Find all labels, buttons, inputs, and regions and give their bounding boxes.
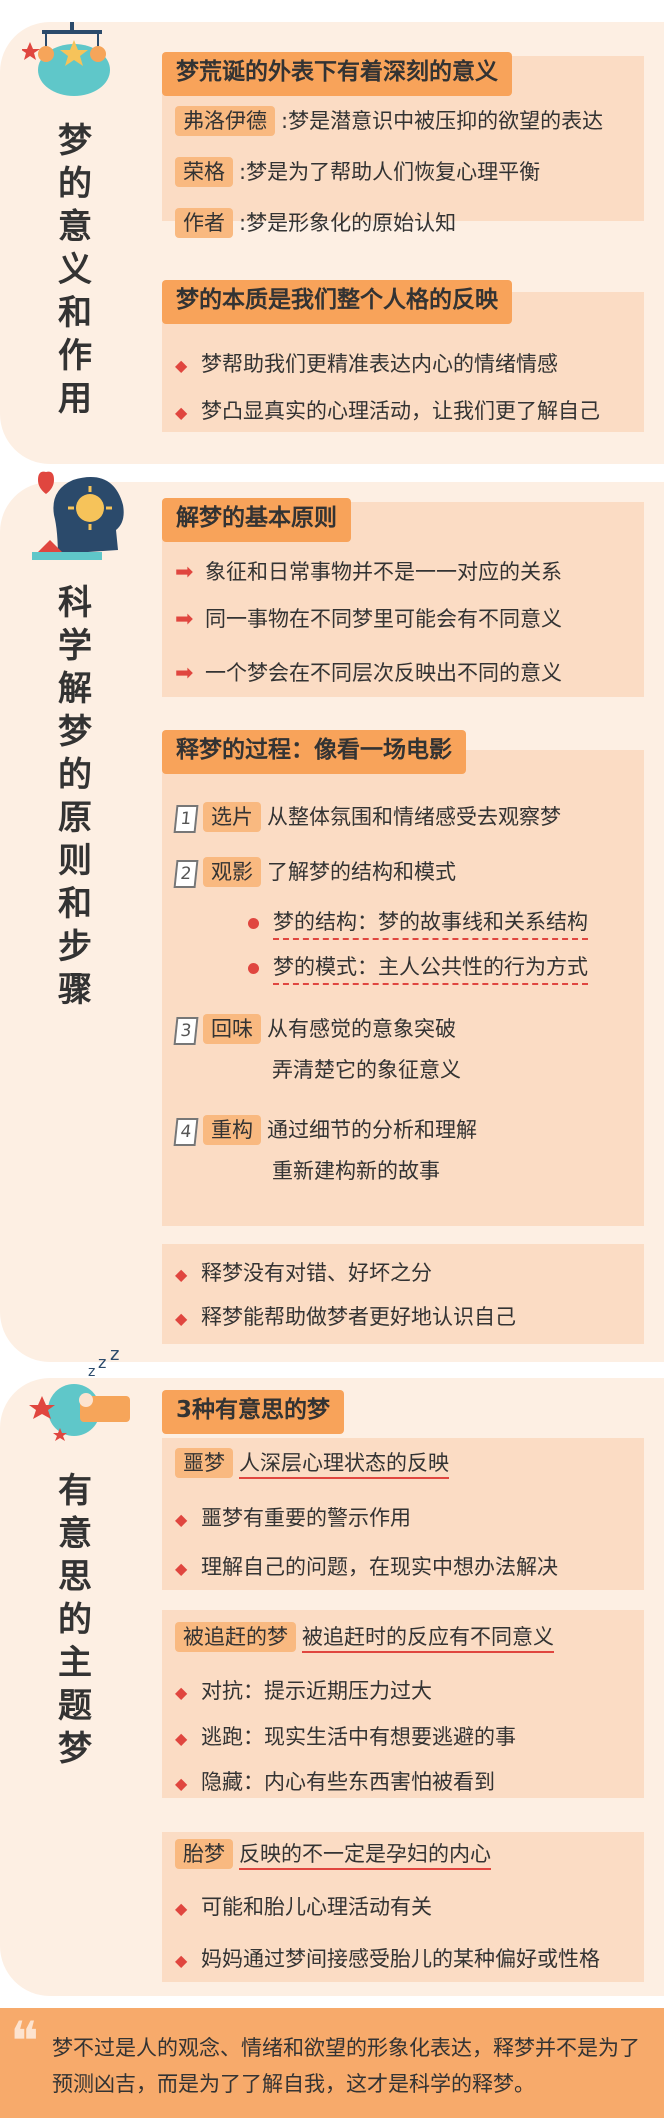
svg-text:z: z (98, 1353, 106, 1372)
interpretation-item: ◆ 释梦能帮助做梦者更好地认识自己 (175, 1302, 516, 1334)
prenatal-item: ◆ 可能和胎儿心理活动有关 (175, 1892, 432, 1924)
prenatal-panel (162, 1832, 644, 1982)
conclusion-text: 梦不过是人的观念、情绪和欲望的形象化表达，释梦并不是为了预测凶吉，而是为了了解自… (52, 2036, 640, 2096)
principles-heading-1: 解梦的基本原则 (162, 498, 351, 542)
chase-title: 被追赶的梦 被追赶时的反应有不同意义 (175, 1622, 554, 1653)
process-step-4-line-2: 重新建构新的故事 (272, 1159, 440, 1183)
diamond-icon: ◆ (175, 1683, 188, 1702)
diamond-icon: ◆ (175, 1265, 188, 1284)
process-step-2: 2 观影 了解梦的结构和模式 (173, 857, 456, 888)
chase-item: ◆ 隐藏：内心有些东西害怕被看到 (175, 1767, 495, 1799)
section-principles: 科学解梦的原则和步骤 解梦的基本原则 ➡ 象征和日常事物并不是一一对应的关系 ➡ 同… (0, 471, 664, 1362)
svg-text:z: z (88, 1364, 95, 1380)
principle-item: ➡ 同一事物在不同梦里可能会有不同意义 (175, 604, 562, 635)
nightmare-panel (162, 1438, 644, 1590)
bullet-dot-icon (248, 962, 259, 974)
number-4-icon: 4 (173, 1118, 199, 1146)
diamond-icon: ◆ (175, 1774, 188, 1793)
principles-panel-3 (162, 1244, 644, 1344)
diamond-icon: ◆ (175, 1899, 188, 1918)
meaning-heading-2: 梦的本质是我们整个人格的反映 (162, 280, 512, 324)
process-sub-structure: 梦的结构：梦的故事线和关系结构 (248, 907, 588, 940)
mobile-toy-icon (22, 22, 110, 96)
interpretation-item: ◆ 释梦没有对错、好坏之分 (175, 1258, 432, 1290)
meaning-heading-1: 梦荒诞的外表下有着深刻的意义 (162, 52, 512, 96)
head-brain-icon (32, 471, 124, 560)
arrow-right-icon: ➡ (175, 661, 194, 686)
prenatal-title: 胎梦 反映的不一定是孕妇的内心 (175, 1839, 491, 1870)
chase-item: ◆ 对抗：提示近期压力过大 (175, 1676, 432, 1708)
svg-text:z: z (110, 1348, 119, 1365)
diamond-icon: ◆ (175, 403, 188, 422)
process-sub-pattern: 梦的模式：主人公共性的行为方式 (248, 952, 588, 985)
section-meaning: 梦的意义和作用 梦荒诞的外表下有着深刻的意义 弗洛伊德:梦是潜意识中被压抑的欲望… (0, 22, 664, 464)
quote-icon: ❝ (10, 2010, 40, 2073)
diamond-icon: ◆ (175, 1559, 188, 1578)
diamond-icon: ◆ (175, 1309, 188, 1328)
principle-item: ➡ 一个梦会在不同层次反映出不同的意义 (175, 658, 562, 689)
section-themes-title: 有意思的主题梦 (58, 1471, 92, 1769)
process-step-3: 3 回味 从有感觉的意象突破 (173, 1014, 456, 1045)
prenatal-item: ◆ 妈妈通过梦间接感受胎儿的某种偏好或性格 (175, 1944, 600, 1976)
principle-item: ➡ 象征和日常事物并不是一一对应的关系 (175, 557, 562, 588)
sleeping-moon-icon: z z z (29, 1348, 130, 1441)
diamond-icon: ◆ (175, 1951, 188, 1970)
number-2-icon: 2 (173, 860, 199, 888)
meaning-item: ◆ 梦帮助我们更精准表达内心的情绪情感 (175, 349, 558, 381)
process-step-3-line-2: 弄清楚它的象征意义 (272, 1058, 461, 1082)
themes-heading: 3种有意思的梦 (162, 1390, 345, 1434)
process-step-4: 4 重构 通过细节的分析和理解 (173, 1115, 477, 1146)
meaning-row-jung: 荣格:梦是为了帮助人们恢复心理平衡 (175, 157, 540, 187)
meaning-item: ◆ 梦凸显真实的心理活动，让我们更了解自己 (175, 396, 600, 428)
section-principles-title: 科学解梦的原则和步骤 (58, 583, 92, 1010)
section-meaning-title: 梦的意义和作用 (58, 121, 92, 419)
process-step-1: 1 选片 从整体氛围和情绪感受去观察梦 (173, 802, 561, 833)
diamond-icon: ◆ (175, 1510, 188, 1529)
meaning-row-author: 作者:梦是形象化的原始认知 (175, 208, 456, 238)
section-themes: z z z 有意思的主题梦 3种有意思的梦 噩梦 人深层心理状态的反映 ◆ 噩梦有重… (0, 1348, 664, 1996)
diamond-icon: ◆ (175, 1729, 188, 1748)
nightmare-item: ◆ 噩梦有重要的警示作用 (175, 1503, 411, 1535)
number-1-icon: 1 (173, 805, 199, 833)
nightmare-title: 噩梦 人深层心理状态的反映 (175, 1448, 449, 1479)
diamond-icon: ◆ (175, 356, 188, 375)
nightmare-item: ◆ 理解自己的问题，在现实中想办法解决 (175, 1552, 558, 1584)
conclusion-footer: ❝ 梦不过是人的观念、情绪和欲望的形象化表达，释梦并不是为了预测凶吉，而是为了了… (0, 2008, 664, 2118)
arrow-right-icon: ➡ (175, 607, 194, 632)
bullet-dot-icon (248, 917, 259, 929)
arrow-right-icon: ➡ (175, 560, 194, 585)
number-3-icon: 3 (173, 1017, 199, 1045)
chase-item: ◆ 逃跑：现实生活中有想要逃避的事 (175, 1722, 516, 1754)
process-heading: 释梦的过程：像看一场电影 (162, 730, 466, 774)
meaning-row-freud: 弗洛伊德:梦是潜意识中被压抑的欲望的表达 (175, 106, 603, 136)
